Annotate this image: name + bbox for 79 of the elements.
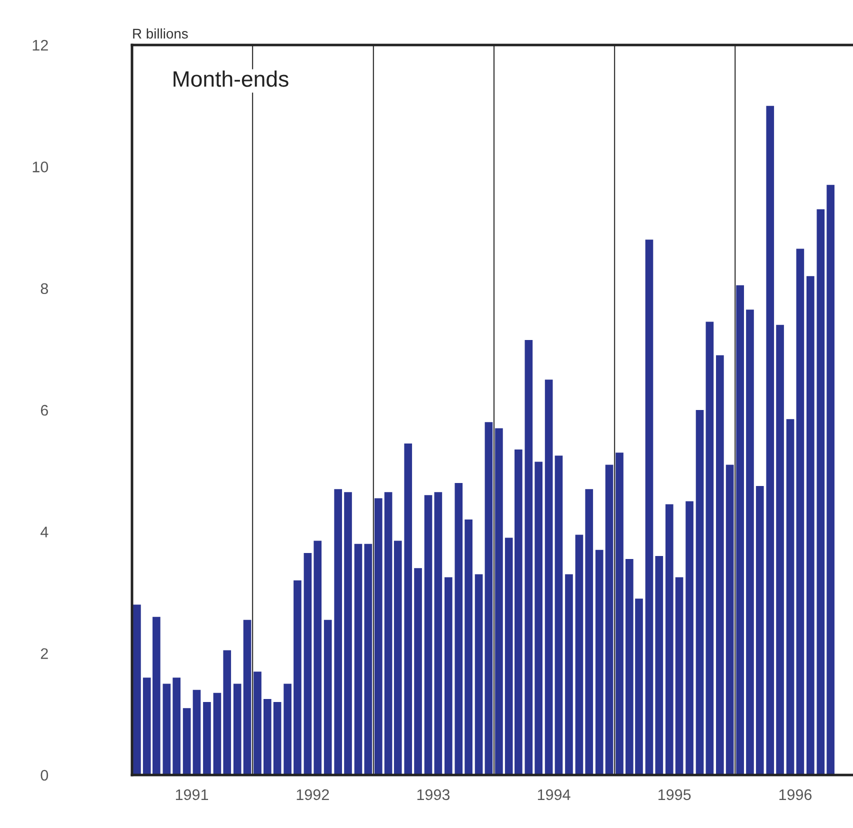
bar (766, 106, 774, 775)
y-tick-label: 10 (32, 162, 48, 172)
bar (796, 248, 804, 775)
bar (726, 464, 734, 775)
bar (192, 690, 201, 775)
bar (524, 340, 533, 775)
bar (354, 544, 362, 775)
bar (806, 276, 814, 775)
bar (264, 698, 272, 775)
bar (495, 428, 503, 775)
y-tick-label: 4 (40, 526, 48, 538)
x-tick-label: 1995 (658, 789, 691, 800)
bar (464, 520, 472, 775)
y-tick-label: 0 (40, 770, 48, 781)
x-tick-label: 1991 (176, 789, 208, 800)
bar (294, 580, 302, 775)
bar (334, 489, 342, 775)
bar (233, 684, 242, 775)
bar (655, 556, 664, 775)
bar (314, 540, 322, 775)
bar (544, 380, 553, 775)
x-tick-label: 1993 (417, 789, 450, 800)
bar (223, 650, 232, 775)
bar (162, 684, 171, 775)
bar (172, 678, 181, 775)
bar (756, 486, 764, 775)
bar (565, 574, 573, 775)
bar (696, 410, 704, 775)
bar (616, 452, 624, 775)
bar (243, 620, 252, 775)
bar (424, 495, 432, 775)
y-tick-label: 6 (40, 404, 48, 416)
bar (675, 577, 684, 775)
bar (826, 184, 834, 775)
bar (384, 492, 392, 775)
bar (716, 355, 724, 775)
bar (816, 209, 825, 775)
x-tick-label: 1996 (779, 789, 812, 800)
bar (434, 492, 442, 775)
bar (686, 501, 694, 775)
bar (706, 322, 714, 775)
x-tick-label: 1992 (296, 789, 329, 800)
bar (786, 419, 794, 775)
bar (585, 489, 594, 775)
bar (645, 240, 654, 775)
bar (133, 604, 141, 775)
bar (484, 422, 493, 775)
bar (554, 456, 563, 775)
bar (394, 540, 402, 775)
bar (474, 574, 483, 775)
y-axis-title: R billions (133, 28, 188, 39)
y-tick-label: 8 (40, 283, 48, 294)
bar (534, 462, 543, 775)
x-tick-label: 1994 (538, 789, 570, 800)
bar (414, 568, 422, 775)
bar (404, 443, 412, 775)
bar (454, 483, 463, 775)
bar (665, 504, 674, 775)
bar (213, 692, 222, 775)
bar (203, 702, 211, 775)
bar (324, 620, 332, 775)
annotation: Month-ends (174, 70, 288, 87)
bar (344, 492, 352, 775)
y-tick-label: 2 (40, 648, 48, 659)
bar (776, 324, 784, 775)
bar (304, 552, 312, 775)
bar (575, 534, 584, 775)
bar (605, 464, 614, 775)
bar (182, 708, 191, 775)
bar (595, 550, 604, 775)
bar (736, 285, 744, 775)
bar (444, 577, 452, 775)
bar (273, 702, 282, 775)
bar (364, 544, 372, 775)
bar (746, 310, 754, 775)
bar (374, 498, 382, 775)
bar (254, 672, 262, 775)
bar (284, 684, 292, 775)
y-tick-label: 12 (32, 40, 48, 51)
